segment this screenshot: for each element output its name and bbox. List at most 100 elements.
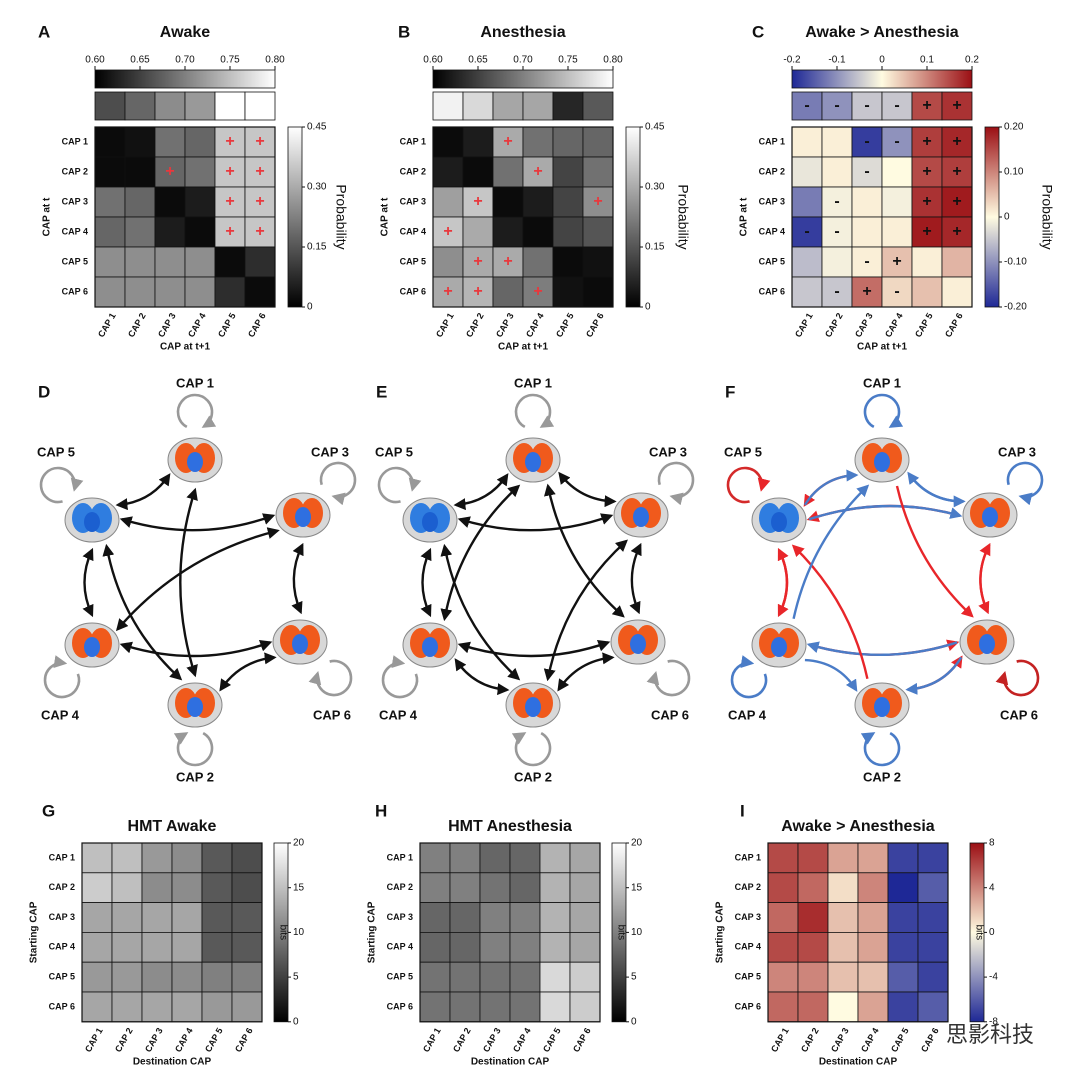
heat-cell: [111, 991, 143, 1023]
self-loop: [173, 731, 214, 767]
x-axis-label: CAP at t+1: [498, 342, 549, 353]
x-tick-label: CAP 2: [126, 311, 148, 339]
heat-cell: [569, 902, 601, 933]
heat-cell: [171, 902, 203, 933]
heat-cell: [917, 872, 949, 903]
colorbar-tick-label: 0: [989, 927, 995, 938]
heat-cell: [492, 186, 524, 218]
y-tick-label: CAP 6: [62, 286, 88, 296]
transition-arrow: [803, 469, 859, 506]
heat-cell: [857, 902, 889, 933]
heat-cell: [141, 932, 173, 963]
heat-cell: [81, 842, 113, 874]
colorbar-tick-label: -0.20: [1004, 302, 1027, 313]
heat-cell: [154, 246, 186, 278]
significance-marker: +: [952, 193, 961, 210]
panel-title: Awake: [160, 24, 211, 41]
brain-core: [84, 637, 100, 657]
heat-cell: [857, 991, 889, 1023]
heat-cell: [479, 842, 511, 874]
heat-cell: [184, 126, 216, 158]
transition-arrow: [907, 655, 963, 691]
x-tick-label: CAP 6: [246, 311, 268, 339]
heat-cell: [887, 902, 919, 933]
x-tick-label: CAP 3: [156, 311, 178, 339]
y-tick-label: CAP 1: [735, 852, 761, 862]
x-tick-label: CAP 5: [554, 311, 576, 339]
heat-cell: [791, 276, 823, 308]
y-tick-label: CAP 4: [49, 942, 75, 952]
significance-marker: -: [864, 253, 869, 270]
colorbar-tick-label: -0.10: [1004, 257, 1027, 268]
y-tick-label: CAP 4: [387, 942, 413, 952]
colorbar-tick-label: 5: [631, 972, 637, 983]
y-tick-label: CAP 6: [400, 286, 426, 296]
significance-marker: +: [952, 133, 961, 150]
heat-cell: [887, 991, 919, 1023]
y-tick-label: CAP 2: [735, 882, 761, 892]
heat-cell: [887, 961, 919, 993]
strip-colorbar-tick-label: 0.65: [468, 55, 488, 66]
x-tick-label: CAP 4: [859, 1026, 881, 1054]
heat-cell: [231, 872, 263, 903]
heat-cell: [449, 842, 481, 874]
colorbar-tick-label: 0.15: [645, 242, 665, 253]
y-tick-label: CAP 1: [387, 852, 413, 862]
heat-cell: [941, 246, 973, 278]
colorbar-tick-label: 15: [631, 882, 643, 893]
heat-cell: [94, 156, 126, 188]
heat-cell: [881, 126, 913, 158]
transition-arrow: [82, 547, 94, 618]
heat-cell: [419, 902, 451, 933]
significance-marker: +: [862, 283, 871, 300]
heat-cell: [821, 126, 853, 158]
heat-cell: [462, 276, 494, 308]
heat-cell: [201, 932, 233, 963]
x-tick-label: CAP 1: [793, 311, 815, 339]
heat-cell: [154, 186, 186, 218]
strip-cell: [582, 91, 614, 121]
heat-cell: [111, 961, 143, 993]
colorbar-tick-label: 4: [989, 882, 995, 893]
heat-cell: [582, 246, 614, 278]
significance-marker: +: [892, 253, 901, 270]
heat-cell: [81, 961, 113, 993]
heat-cell: [462, 216, 494, 248]
strip-cell: [244, 91, 276, 121]
brain-core: [771, 637, 787, 657]
panel-letter: G: [42, 801, 55, 820]
x-tick-label: CAP 2: [464, 311, 486, 339]
brain-core: [630, 634, 646, 654]
strip-marker: -: [804, 97, 809, 114]
heat-cell: [522, 126, 554, 158]
node-label: CAP 3: [311, 444, 349, 459]
colorbar-tick-label: 20: [293, 838, 305, 849]
strip-colorbar-tick-label: 0.2: [965, 55, 979, 66]
y-tick-label: CAP 3: [759, 196, 785, 206]
y-tick-label: CAP 3: [735, 912, 761, 922]
heat-cell: [419, 961, 451, 993]
colorbar-tick-label: 0: [631, 1016, 637, 1027]
heat-cell: [522, 216, 554, 248]
self-loop: [657, 461, 695, 506]
heat-cell: [797, 842, 829, 874]
transition-arrow: [119, 639, 273, 658]
y-tick-label: CAP 4: [62, 226, 88, 236]
x-axis-label: Destination CAP: [819, 1056, 898, 1067]
x-tick-label: CAP 4: [511, 1026, 533, 1054]
heat-cell: [432, 186, 464, 218]
strip-cell: [154, 91, 186, 121]
x-tick-label: CAP 5: [541, 1026, 563, 1054]
panel-letter: I: [740, 801, 745, 820]
brain-core: [979, 634, 995, 654]
colorbar-tick-label: 0.15: [307, 242, 327, 253]
heat-cell: [911, 276, 943, 308]
strip-marker: +: [922, 97, 931, 114]
y-tick-label: CAP 2: [759, 166, 785, 176]
x-tick-label: CAP 1: [769, 1026, 791, 1054]
y-tick-label: CAP 6: [735, 1001, 761, 1011]
heat-cell: [141, 902, 173, 933]
colorbar-tick-label: 0.10: [1004, 167, 1024, 178]
heat-cell: [911, 126, 943, 158]
strip-colorbar-tick-label: 0: [879, 55, 885, 66]
